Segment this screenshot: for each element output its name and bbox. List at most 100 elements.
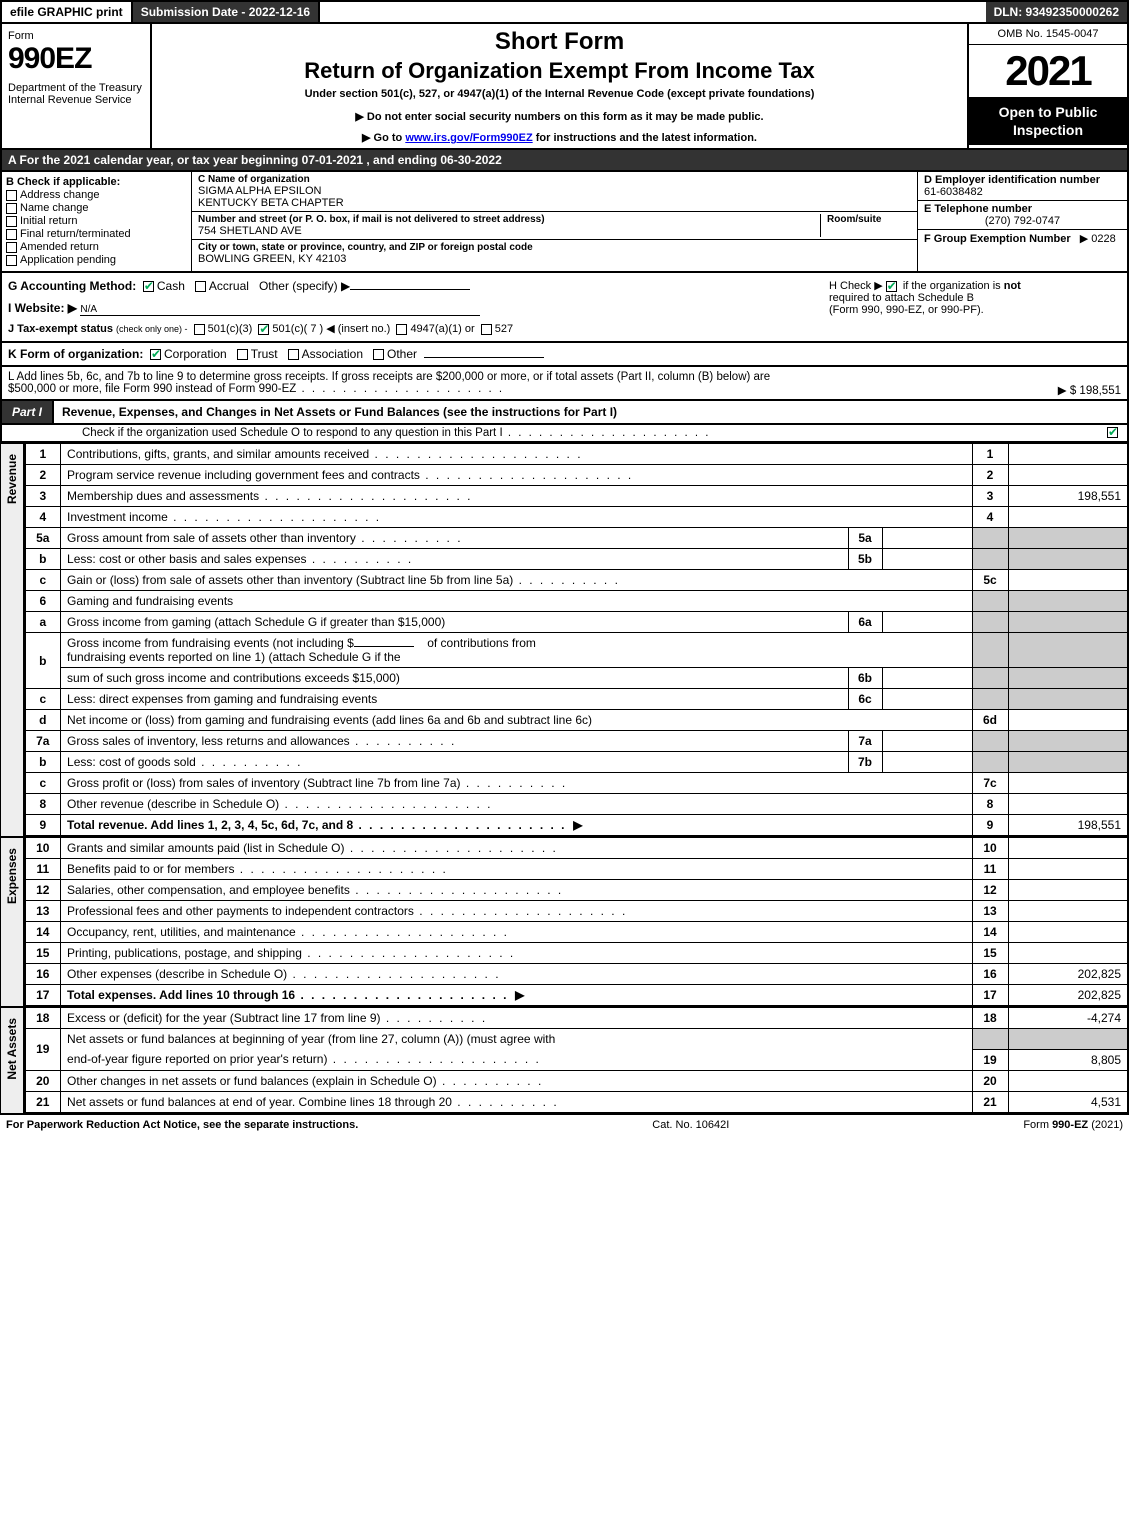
chk-schedule-o[interactable] xyxy=(1107,427,1118,438)
line-19b: end-of-year figure reported on prior yea… xyxy=(25,1049,1128,1070)
omb-number: OMB No. 1545-0047 xyxy=(969,24,1127,45)
street-label: Number and street (or P. O. box, if mail… xyxy=(198,214,814,225)
part-1-header: Part I Revenue, Expenses, and Changes in… xyxy=(0,401,1129,425)
g-label: G Accounting Method: xyxy=(8,279,136,293)
row-a-tax-year: A For the 2021 calendar year, or tax yea… xyxy=(0,150,1129,172)
line-16: 16Other expenses (describe in Schedule O… xyxy=(25,964,1128,985)
row-h: H Check ▶ if the organization is not req… xyxy=(829,279,1119,316)
i-label: I Website: ▶ xyxy=(8,301,77,315)
line-9: 9Total revenue. Add lines 1, 2, 3, 4, 5c… xyxy=(25,815,1128,837)
line-20: 20Other changes in net assets or fund ba… xyxy=(25,1070,1128,1091)
chk-cash[interactable] xyxy=(143,281,154,292)
chk-association[interactable] xyxy=(288,349,299,360)
chk-4947[interactable] xyxy=(396,324,407,335)
line-11: 11Benefits paid to or for members11 xyxy=(25,859,1128,880)
footer-right: Form 990-EZ (2021) xyxy=(1023,1119,1123,1131)
footer-cat: Cat. No. 10642I xyxy=(652,1119,729,1131)
chk-schedule-b[interactable] xyxy=(886,281,897,292)
street-value: 754 SHETLAND AVE xyxy=(198,225,814,237)
chk-other-org[interactable] xyxy=(373,349,384,360)
room-label: Room/suite xyxy=(827,214,911,225)
line-4: 4Investment income4 xyxy=(25,507,1128,528)
form-number: 990EZ xyxy=(8,42,144,76)
line-14: 14Occupancy, rent, utilities, and mainte… xyxy=(25,922,1128,943)
goto-pre: ▶ Go to xyxy=(362,132,405,144)
header-right: OMB No. 1545-0047 2021 Open to Public In… xyxy=(967,24,1127,148)
part-1-title: Revenue, Expenses, and Changes in Net As… xyxy=(54,401,1127,423)
section-b: B Check if applicable: Address change Na… xyxy=(2,172,192,271)
fundraising-amount-input[interactable] xyxy=(354,646,414,647)
line-12: 12Salaries, other compensation, and empl… xyxy=(25,880,1128,901)
b-title: B Check if applicable: xyxy=(6,176,187,188)
line-19: 19Net assets or fund balances at beginni… xyxy=(25,1029,1128,1050)
city-label: City or town, state or province, country… xyxy=(198,242,911,253)
chk-name-change[interactable]: Name change xyxy=(6,202,187,214)
expenses-label: Expenses xyxy=(0,837,24,1007)
expenses-table: 10Grants and similar amounts paid (list … xyxy=(24,837,1129,1007)
department: Department of the Treasury Internal Reve… xyxy=(8,82,144,106)
line-8: 8Other revenue (describe in Schedule O)8 xyxy=(25,794,1128,815)
chk-address-change[interactable]: Address change xyxy=(6,189,187,201)
row-k: K Form of organization: Corporation Trus… xyxy=(0,343,1129,367)
ein-label: D Employer identification number xyxy=(924,174,1121,186)
row-j: J Tax-exempt status (check only one) - 5… xyxy=(8,322,1121,335)
chk-527[interactable] xyxy=(481,324,492,335)
row-l: L Add lines 5b, 6c, and 7b to line 9 to … xyxy=(0,367,1129,401)
chk-trust[interactable] xyxy=(237,349,248,360)
revenue-section: Revenue 1Contributions, gifts, grants, a… xyxy=(0,443,1129,837)
form-word: Form xyxy=(8,30,144,42)
goto-instructions: ▶ Go to www.irs.gov/Form990EZ for instru… xyxy=(160,131,959,144)
under-section: Under section 501(c), 527, or 4947(a)(1)… xyxy=(160,88,959,100)
other-org-input[interactable] xyxy=(424,357,544,358)
line-15: 15Printing, publications, postage, and s… xyxy=(25,943,1128,964)
group-label: F Group Exemption Number xyxy=(924,233,1071,245)
line-7a: 7aGross sales of inventory, less returns… xyxy=(25,731,1128,752)
short-form-title: Short Form xyxy=(160,28,959,56)
tel-value: (270) 792-0747 xyxy=(924,215,1121,227)
tel-label: E Telephone number xyxy=(924,203,1121,215)
chk-501c3[interactable] xyxy=(194,324,205,335)
dln: DLN: 93492350000262 xyxy=(986,2,1127,22)
netassets-section: Net Assets 18Excess or (deficit) for the… xyxy=(0,1007,1129,1114)
expenses-section: Expenses 10Grants and similar amounts pa… xyxy=(0,837,1129,1007)
org-name-label: C Name of organization xyxy=(198,174,911,185)
city-value: BOWLING GREEN, KY 42103 xyxy=(198,253,911,265)
ssn-warning: ▶ Do not enter social security numbers o… xyxy=(160,110,959,123)
group-value: ▶ 0228 xyxy=(1080,233,1116,245)
l-amount: ▶ $ 198,551 xyxy=(1058,383,1121,397)
part-1-sub: Check if the organization used Schedule … xyxy=(0,425,1129,443)
l-text2: $500,000 or more, file Form 990 instead … xyxy=(8,383,504,395)
line-10: 10Grants and similar amounts paid (list … xyxy=(25,838,1128,859)
goto-post: for instructions and the latest informat… xyxy=(533,132,757,144)
efile-label[interactable]: efile GRAPHIC print xyxy=(2,2,133,22)
inspection-label: Open to Public Inspection xyxy=(969,97,1127,145)
k-label: K Form of organization: xyxy=(8,347,143,361)
chk-501c[interactable] xyxy=(258,324,269,335)
submission-date: Submission Date - 2022-12-16 xyxy=(133,2,320,22)
line-6d: dNet income or (loss) from gaming and fu… xyxy=(25,710,1128,731)
line-5c: cGain or (loss) from sale of assets othe… xyxy=(25,570,1128,591)
return-title: Return of Organization Exempt From Incom… xyxy=(160,58,959,84)
chk-accrual[interactable] xyxy=(195,281,206,292)
org-name-1: SIGMA ALPHA EPSILON xyxy=(198,185,911,197)
revenue-table: 1Contributions, gifts, grants, and simil… xyxy=(24,443,1129,837)
page-footer: For Paperwork Reduction Act Notice, see … xyxy=(0,1114,1129,1135)
line-7b: bLess: cost of goods sold7b xyxy=(25,752,1128,773)
line-18: 18Excess or (deficit) for the year (Subt… xyxy=(25,1008,1128,1029)
chk-amended-return[interactable]: Amended return xyxy=(6,241,187,253)
chk-application-pending[interactable]: Application pending xyxy=(6,254,187,266)
line-6a: aGross income from gaming (attach Schedu… xyxy=(25,612,1128,633)
netassets-label: Net Assets xyxy=(0,1007,24,1114)
netassets-table: 18Excess or (deficit) for the year (Subt… xyxy=(24,1007,1129,1114)
line-6: 6Gaming and fundraising events xyxy=(25,591,1128,612)
chk-initial-return[interactable]: Initial return xyxy=(6,215,187,227)
line-2: 2Program service revenue including gover… xyxy=(25,465,1128,486)
other-specify-input[interactable] xyxy=(350,289,470,290)
header-left: Form 990EZ Department of the Treasury In… xyxy=(2,24,152,148)
line-5a: 5aGross amount from sale of assets other… xyxy=(25,528,1128,549)
irs-link[interactable]: www.irs.gov/Form990EZ xyxy=(405,132,532,144)
chk-final-return[interactable]: Final return/terminated xyxy=(6,228,187,240)
tax-year: 2021 xyxy=(969,45,1127,97)
line-7c: cGross profit or (loss) from sales of in… xyxy=(25,773,1128,794)
chk-corporation[interactable] xyxy=(150,349,161,360)
